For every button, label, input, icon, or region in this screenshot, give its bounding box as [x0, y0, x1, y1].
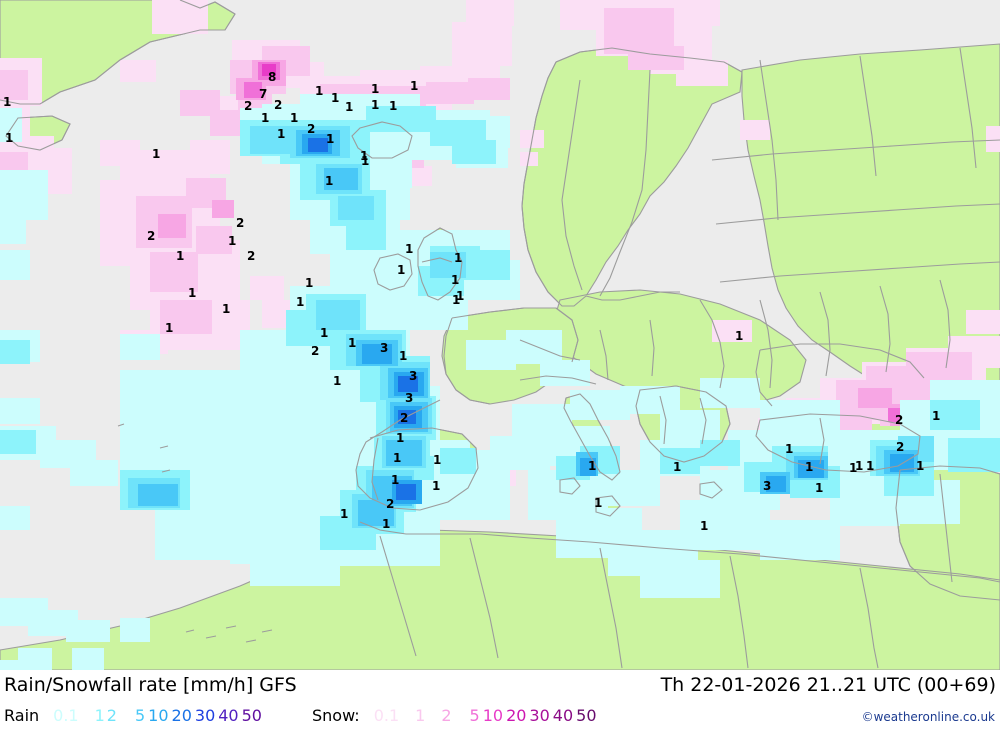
legend-stop-50: 50	[576, 706, 597, 725]
map-canvas	[0, 0, 1000, 670]
legend-stop-2: 2	[441, 706, 452, 725]
legend-stop-30: 30	[529, 706, 550, 725]
rain-legend-stops: 0.1 1 2 5 10 20 30 40 50	[39, 706, 262, 725]
rain-very-strong-cells	[308, 138, 418, 500]
legend-stop-5: 5	[134, 706, 146, 725]
landmasses	[0, 0, 1000, 670]
legend-stop-20: 20	[506, 706, 527, 725]
legend-stop-40: 40	[552, 706, 574, 725]
map-footer: Rain/Snowfall rate [mm/h] GFS Th 22-01-2…	[0, 670, 1000, 733]
chart-title: Rain/Snowfall rate [mm/h] GFS	[4, 674, 297, 696]
snow-legend: Snow: 0.1 1 2 5 10 20 30 40 50	[312, 706, 597, 725]
precip-rain-layer	[0, 94, 1000, 670]
legend-stop-20: 20	[171, 706, 192, 725]
forecast-timestamp: Th 22-01-2026 21..21 UTC (00+69)	[660, 674, 996, 696]
legend-stop-30: 30	[194, 706, 216, 725]
rain-legend: Rain 0.1 1 2 5 10 20 30 40 50	[4, 706, 262, 725]
legend-stop-1: 1	[415, 706, 426, 725]
legend-stop-10: 10	[482, 706, 504, 725]
russia-landmass	[741, 43, 1000, 421]
copyright-notice[interactable]: ©weatheronline.co.uk	[861, 710, 995, 724]
footer-title-row: Rain/Snowfall rate [mm/h] GFS Th 22-01-2…	[0, 674, 1000, 700]
legend-stop-5: 5	[469, 706, 480, 725]
snow-legend-stops: 0.1 1 2 5 10 20 30 40 50	[360, 706, 597, 725]
legend-stop-0.1: 0.1	[373, 706, 400, 725]
rain-legend-label: Rain	[4, 706, 40, 725]
legend-stop-1: 1	[94, 706, 105, 725]
map-borders	[0, 0, 1000, 669]
legend-stop-0.1: 0.1	[53, 706, 79, 725]
legend-scale-row: Rain 0.1 1 2 5 10 20 30 40 50 Snow: 0.1 1 2 5 10 20 30 40…	[0, 706, 1000, 730]
snow-legend-label: Snow:	[312, 706, 360, 725]
legend-stop-50: 50	[241, 706, 262, 725]
legend-stop-10: 10	[148, 706, 169, 725]
legend-stop-40: 40	[218, 706, 239, 725]
legend-stop-2: 2	[106, 706, 117, 725]
